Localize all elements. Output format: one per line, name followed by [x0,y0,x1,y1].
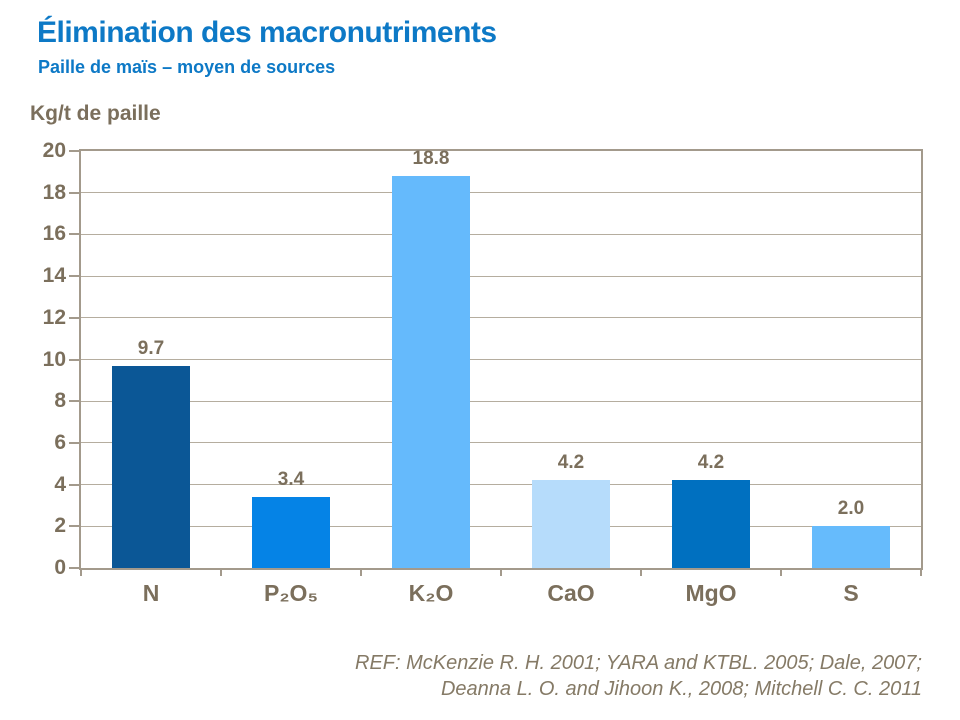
x-tick-mark [500,568,502,576]
bar [112,365,190,568]
page-subtitle: Paille de maïs – moyen de sources [38,57,336,77]
y-axis-title: Kg/t de paille [30,102,161,125]
gridline [81,400,921,402]
y-tick-label: 0 [54,556,66,579]
category-label: S [843,580,859,606]
y-tick-label: 12 [42,305,66,329]
bar [532,480,610,568]
y-tick-label: 18 [42,180,66,204]
y-tick-mark [69,233,79,236]
gridline [81,525,921,527]
y-tick-mark [69,483,79,486]
y-tick-mark [69,525,79,528]
x-tick-mark [80,568,82,576]
bar-value-label: 4.2 [557,452,585,474]
bar-value-label: 3.4 [277,469,305,491]
y-tick-mark [69,567,79,569]
category-label: MgO [685,580,737,606]
gridline [81,317,921,319]
gridline [81,359,921,360]
y-tick-label: 6 [54,430,66,454]
y-tick-mark [69,358,79,361]
bar-value-label: 9.7 [137,337,165,359]
y-tick-label: 20 [42,139,66,162]
y-tick-label: 16 [42,222,66,246]
bar [252,497,330,568]
category-label: K₂O [408,580,454,606]
category-label: P₂O₅ [264,580,318,606]
y-tick-label: 10 [42,347,66,371]
x-tick-mark [220,568,222,576]
gridline [81,192,921,194]
y-tick-mark [69,275,79,278]
bar [812,526,890,568]
bar [672,480,750,568]
y-tick-label: 8 [54,389,66,413]
gridline [81,275,921,277]
x-tick-mark [640,568,642,576]
x-tick-mark [360,568,362,576]
y-tick-mark [69,441,79,444]
gridline [81,484,921,486]
category-label: N [142,580,160,606]
reference-line-2: Deanna L. O. and Jihoon K., 2008; Mitche… [440,678,922,700]
gridline [81,233,921,235]
bar [392,176,470,568]
reference-text: REF: McKenzie R. H. 2001; YARA and KTBL.… [355,650,922,702]
y-tick-label: 4 [54,472,66,496]
x-tick-mark [920,568,922,576]
y-tick-mark [69,191,79,194]
category-label: CaO [547,580,595,606]
gridline [81,442,921,444]
y-tick-label: 2 [54,514,66,538]
page-title: Élimination des macronutriments [37,16,497,49]
y-tick-mark [69,316,79,319]
reference-line-1: REF: McKenzie R. H. 2001; YARA and KTBL.… [355,652,922,674]
y-tick-label: 14 [42,264,66,288]
plot-area: 0 2 4 6 8 10 12 14 16 18 20 9.7 N 3.4 P₂O₅ 18.8 K₂O 4.2 Ca… [43,139,923,606]
bar-value-label: 4.2 [697,452,725,474]
y-tick-mark [69,400,79,403]
x-tick-mark [780,568,782,576]
y-tick-mark [69,150,79,152]
bar-value-label: 2.0 [837,498,865,520]
bar-value-label: 18.8 [412,148,450,170]
